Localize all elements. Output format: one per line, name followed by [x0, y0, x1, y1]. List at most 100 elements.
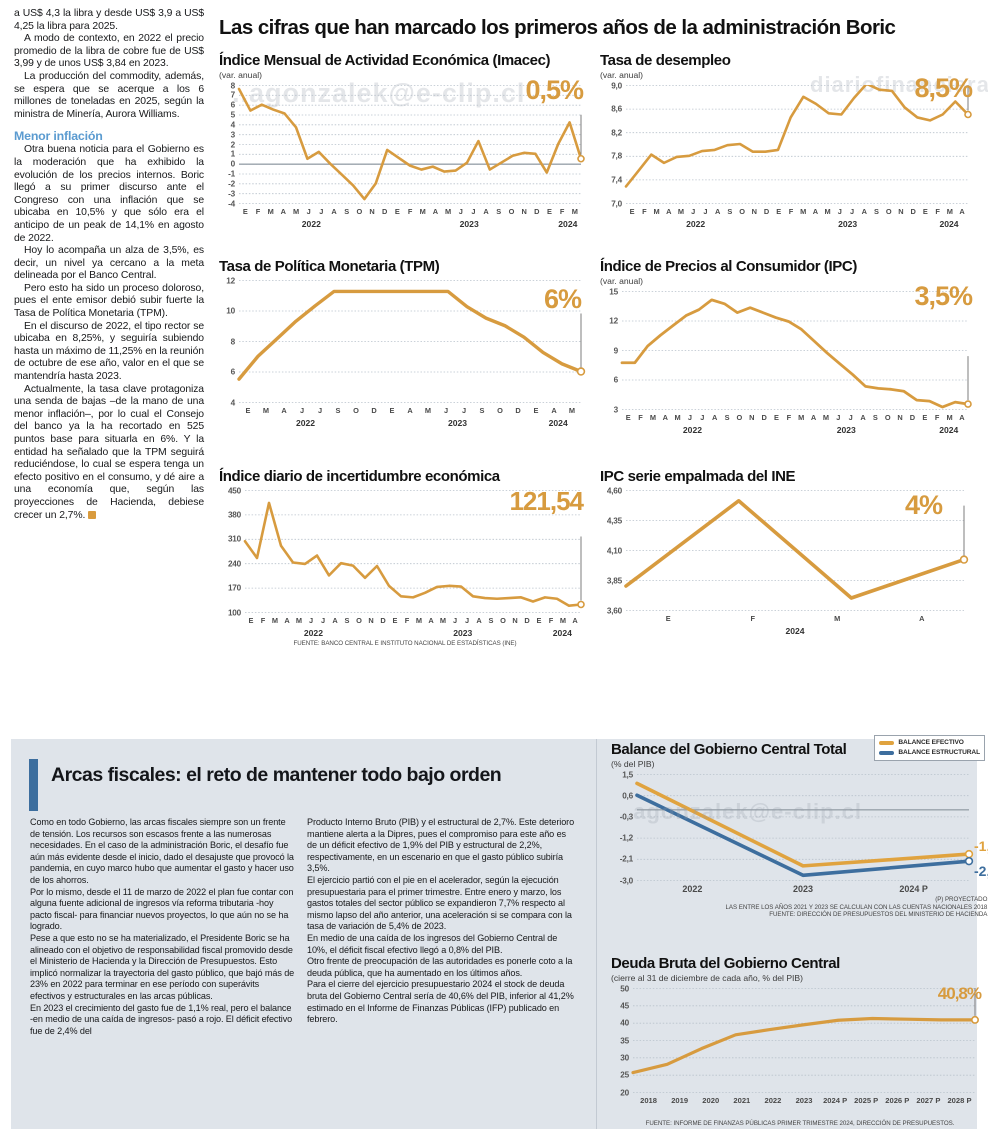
chart-callout-value: 3,5% — [914, 281, 973, 311]
chart-year-label: 2022 — [686, 219, 706, 229]
chart-x-tick-label: M — [267, 207, 274, 216]
chart-y-tick-label: 1 — [230, 149, 236, 159]
chart-y-tick-label: 4 — [230, 120, 236, 130]
legend-label: BALANCE EFECTIVO — [898, 739, 964, 746]
chart-x-tick-label: D — [371, 406, 377, 415]
article-paragraph: a US$ 4,3 la libra y desde US$ 3,9 a US$… — [14, 8, 204, 32]
chart-y-tick-label: 45 — [620, 1001, 629, 1011]
chart-svg — [237, 85, 585, 204]
chart-x-tick-label: D — [909, 413, 916, 422]
chart-y-tick-label: 9,0 — [611, 81, 622, 90]
chart-year-label: 2024 — [939, 425, 959, 435]
chart-x-tick-label: E — [922, 207, 928, 216]
chart-desempleo: Tasa de desempleo (var. anual) 9,0 8,6 8,2 7,… — [600, 52, 978, 248]
chart-x-tick-label: A — [861, 207, 867, 216]
chart-x-tick-label: M — [292, 207, 300, 216]
chart-x-tick-label: D — [382, 207, 388, 216]
chart-x-tick-label: 2028 P — [947, 1096, 972, 1105]
bottom-paragraph: Pese a que esto no se ha materializado, … — [30, 932, 295, 1001]
chart-y-tick-label: 10 — [226, 306, 235, 316]
chart-x-tick-label: E — [665, 614, 671, 623]
chart-x-tick-label: N — [897, 413, 903, 422]
chart-x-tick-label: E — [922, 413, 928, 422]
chart-x-tick-label: N — [751, 207, 757, 216]
chart-x-tick-label: A — [483, 207, 489, 216]
chart-x-tick-label: M — [824, 207, 831, 216]
chart-x-tick-label: O — [356, 207, 363, 216]
bottom-panel: Arcas fiscales: el reto de mantener todo… — [11, 735, 988, 1129]
article-column: a US$ 4,3 la libra y desde US$ 3,9 a US$… — [14, 8, 204, 522]
bottom-paragraph: El ejercicio partió con el pie en el ace… — [307, 874, 572, 932]
chart-x-tick-label: E — [629, 207, 635, 216]
chart-y-tick-label: -1,2 — [619, 833, 634, 843]
chart-y-tick-label: 0,6 — [622, 791, 633, 801]
legend-item: BALANCE EFECTIVO — [879, 738, 980, 748]
chart-subtitle: (var. anual) — [600, 276, 643, 286]
chart-x-tick-label: M — [262, 406, 270, 415]
chart-source-note: FUENTE: DIRECCIÓN DE PRESUPUESTOS DEL MI… — [769, 911, 988, 919]
chart-year-label: 2022 — [303, 628, 323, 638]
chart-x-tick-label: O — [736, 413, 743, 422]
chart-title: Balance del Gobierno Central Total — [611, 741, 847, 758]
chart-line-series — [631, 1016, 977, 1075]
chart-source-note: FUENTE: INFORME DE FINANZAS PÚBLICAS PRI… — [645, 1120, 955, 1127]
chart-x-tick-label: N — [512, 616, 518, 625]
chart-x-tick-label: J — [308, 616, 314, 625]
chart-y-tick-label: 3,60 — [606, 606, 622, 615]
bottom-headline: Arcas fiscales: el reto de mantener todo… — [51, 764, 502, 786]
chart-y-tick-label: 8 — [230, 337, 236, 346]
bottom-paragraph: Producto Interno Bruto (PIB) y el estruc… — [307, 817, 575, 874]
chart-title: Índice diario de incertidumbre económica — [219, 468, 500, 485]
chart-y-tick-label: 5 — [230, 110, 236, 120]
chart-source-note: (P) PROYECTADO. — [935, 896, 988, 903]
chart-x-tick-label: A — [281, 406, 287, 415]
bottom-text-column-1: Como en todo Gobierno, las arcas fiscale… — [30, 817, 295, 1037]
chart-x-tick-label: M — [798, 413, 805, 422]
chart-x-tick-label: M — [568, 406, 576, 415]
article-paragraph: A modo de contexto, en 2022 el precio pr… — [14, 33, 204, 70]
chart-x-tick-label: O — [884, 413, 891, 422]
chart-year-label: 2024 — [785, 626, 805, 636]
chart-y-tick-label: 7,0 — [611, 199, 622, 208]
chart-year-label: 2022 — [682, 425, 703, 435]
chart-callout-value: 4% — [904, 490, 943, 520]
chart-x-tick-label: M — [415, 616, 423, 625]
chart-x-tick-label: F — [750, 614, 755, 623]
chart-x-tick-label: M — [834, 614, 841, 623]
chart-x-tick-label: F — [934, 413, 940, 422]
chart-subtitle: (cierre al 31 de diciembre de cada año, … — [611, 973, 804, 983]
chart-x-tick-label: S — [488, 616, 494, 625]
chart-x-tick-label: D — [524, 616, 530, 625]
chart-y-tick-label: 15 — [609, 287, 618, 296]
chart-x-tick-label: M — [946, 413, 953, 422]
chart-y-tick-label: 0 — [230, 159, 236, 169]
chart-y-tick-label: 1,5 — [622, 770, 633, 779]
chart-endpoint-marker — [577, 600, 585, 609]
chart-x-tick-label: M — [649, 413, 656, 422]
chart-x-tick-label: M — [295, 616, 303, 625]
chart-y-tick-label: 3 — [230, 130, 236, 140]
legend-swatch — [879, 741, 895, 745]
chart-x-tick-label: J — [443, 406, 449, 415]
chart-year-label: 2024 — [939, 219, 959, 229]
chart-y-tick-label: 450 — [227, 486, 241, 495]
chart-svg — [243, 490, 585, 613]
chart-plot-area: 450 380 310 240 170 100 121,54 E F M A M J J A S O N D E F M A… — [219, 486, 591, 647]
chart-x-axis: 2018 2019 2020 2021 2022 2023 2024 P 2025 P 2026… — [611, 1096, 988, 1105]
chart-x-tick-label: J — [703, 207, 708, 216]
chart-x-tick-label: F — [642, 207, 647, 216]
chart-y-tick-label: 6 — [613, 375, 619, 385]
chart-x-tick-label: M — [571, 207, 578, 216]
chart-x-tick-label: F — [788, 207, 794, 216]
chart-x-tick-label: A — [331, 207, 337, 216]
chart-y-tick-label: 12 — [226, 276, 235, 285]
chart-x-tick-label: F — [407, 207, 413, 216]
chart-plot-area: 8 7 6 5 4 3 2 1 0 -1 -2 -3 -4 0,5% E F M A M J J A S O N D E F M A M J J… — [219, 75, 591, 237]
article-subheading: Menor inflación — [14, 129, 103, 144]
article-paragraph: Hoy lo acompaña un alza de 3,5%, es deci… — [14, 245, 204, 282]
chart-x-tick-label: S — [724, 413, 730, 422]
chart-svg — [620, 291, 972, 410]
